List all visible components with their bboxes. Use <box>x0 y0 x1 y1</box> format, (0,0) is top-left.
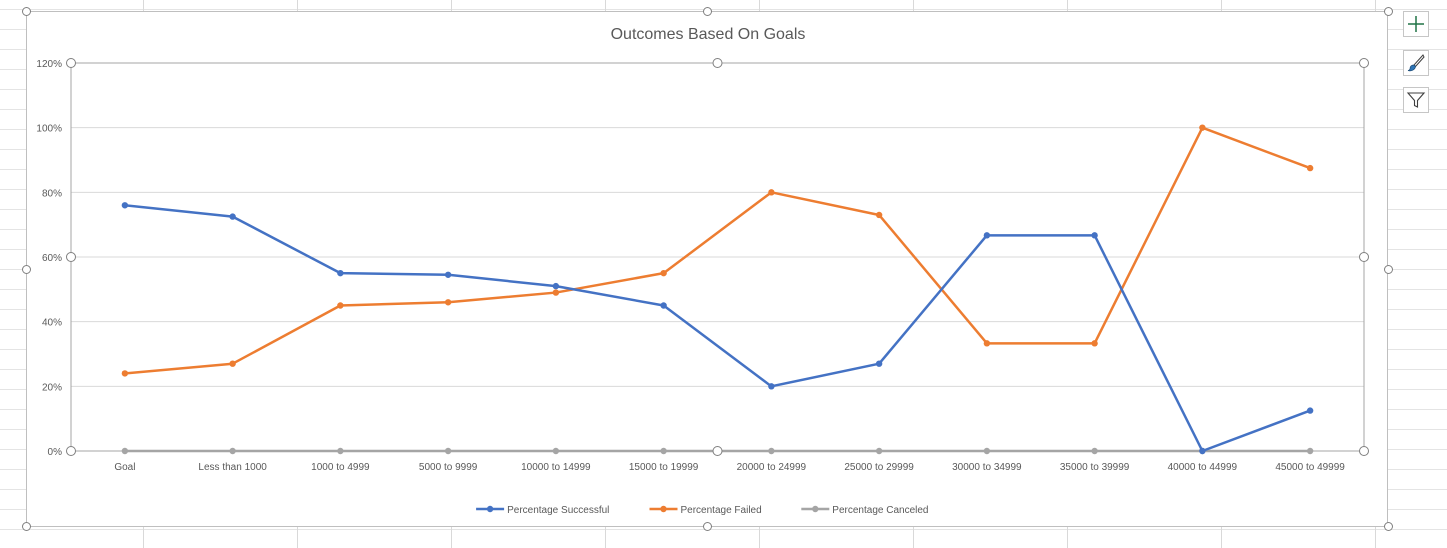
data-point[interactable] <box>444 271 452 278</box>
data-point[interactable] <box>121 370 129 377</box>
y-tick-label: 20% <box>42 382 62 393</box>
brush-icon <box>1407 54 1425 72</box>
resize-handle-right[interactable] <box>1384 265 1393 274</box>
legend-item[interactable]: Percentage Successful <box>476 505 609 516</box>
plot-area-handles <box>66 58 1369 456</box>
data-point[interactable] <box>1199 124 1206 131</box>
y-axis-ticks: 0% 20% 40% 60% 80% 100% 120% <box>36 59 62 458</box>
data-point[interactable] <box>875 211 883 219</box>
data-point[interactable] <box>660 447 667 455</box>
data-point[interactable] <box>552 282 560 290</box>
y-tick-label: 40% <box>42 318 62 329</box>
data-point[interactable] <box>444 299 452 306</box>
legend-label: Percentage Failed <box>681 505 762 516</box>
x-tick-label: 40000 to 44999 <box>1168 462 1238 473</box>
resize-handle-top-left[interactable] <box>22 7 31 16</box>
x-tick-label: 45000 to 49999 <box>1275 462 1345 473</box>
data-point[interactable] <box>983 232 991 239</box>
legend-item[interactable]: Percentage Canceled <box>801 505 928 516</box>
data-point[interactable] <box>1306 447 1314 455</box>
plot-area-handle[interactable] <box>1359 252 1369 262</box>
data-point[interactable] <box>229 447 236 455</box>
y-tick-label: 120% <box>36 59 62 70</box>
data-point[interactable] <box>1091 340 1098 347</box>
data-point[interactable] <box>983 447 991 455</box>
x-tick-label: 15000 to 19999 <box>629 462 699 473</box>
data-point[interactable] <box>121 447 129 455</box>
data-point[interactable] <box>1091 232 1098 239</box>
plot-area-handle[interactable] <box>66 446 76 456</box>
data-point[interactable] <box>121 202 129 209</box>
data-point[interactable] <box>875 360 883 367</box>
legend-item[interactable]: Percentage Failed <box>649 505 762 516</box>
data-point[interactable] <box>660 302 667 309</box>
legend-marker <box>660 505 667 513</box>
plot-area-handle[interactable] <box>1359 58 1369 68</box>
legend-marker <box>812 505 819 513</box>
y-tick-label: 80% <box>42 188 62 199</box>
x-axis-ticks: Goal Less than 1000 1000 to 4999 5000 to 99… <box>114 462 1345 473</box>
series-line[interactable] <box>123 204 1312 453</box>
series-percentage-failed[interactable] <box>121 124 1314 377</box>
plus-icon <box>1408 16 1424 32</box>
legend-label: Percentage Successful <box>507 505 609 516</box>
data-point[interactable] <box>337 447 344 455</box>
data-point[interactable] <box>768 189 775 196</box>
data-point[interactable] <box>768 383 775 390</box>
resize-handle-bottom-right[interactable] <box>1384 522 1393 531</box>
data-point[interactable] <box>337 302 344 309</box>
legend-label: Percentage Canceled <box>832 505 928 516</box>
data-point[interactable] <box>768 447 775 455</box>
data-point[interactable] <box>1091 447 1098 455</box>
x-tick-label: 5000 to 9999 <box>419 462 478 473</box>
data-point[interactable] <box>444 447 452 455</box>
resize-handle-bottom-left[interactable] <box>22 522 31 531</box>
data-point[interactable] <box>983 340 991 347</box>
plot-area-handle[interactable] <box>712 58 723 68</box>
series-line[interactable] <box>123 126 1312 375</box>
x-tick-label: Less than 1000 <box>198 462 267 473</box>
legend: Percentage Successful Percentage Failed Pe… <box>476 505 928 516</box>
data-point[interactable] <box>1306 407 1314 414</box>
data-point[interactable] <box>1306 164 1314 172</box>
x-tick-label: 1000 to 4999 <box>311 462 370 473</box>
resize-handle-top[interactable] <box>703 7 712 16</box>
data-point[interactable] <box>875 447 883 455</box>
chart-filters-button[interactable] <box>1403 87 1429 113</box>
data-point[interactable] <box>229 213 236 220</box>
plot-area-handle[interactable] <box>712 446 723 456</box>
chart-area[interactable]: Outcomes Based On Goals 0% 20% 40% 60% 80% 10… <box>26 11 1388 527</box>
plot-area-handle[interactable] <box>66 252 76 262</box>
chart-elements-button[interactable] <box>1403 11 1429 37</box>
series-percentage-successful[interactable] <box>121 202 1314 455</box>
funnel-icon <box>1406 92 1426 108</box>
resize-handle-bottom[interactable] <box>703 522 712 531</box>
y-tick-label: 60% <box>42 253 62 264</box>
y-tick-label: 100% <box>36 124 62 135</box>
x-tick-label: 20000 to 24999 <box>737 462 807 473</box>
x-tick-label: Goal <box>114 462 135 473</box>
plot-area-handle[interactable] <box>1359 446 1369 456</box>
resize-handle-left[interactable] <box>22 265 31 274</box>
data-point[interactable] <box>337 269 344 277</box>
data-point[interactable] <box>552 447 560 455</box>
x-tick-label: 25000 to 29999 <box>844 462 914 473</box>
gridlines <box>70 62 1365 452</box>
chart-title: Outcomes Based On Goals <box>611 26 806 43</box>
y-tick-label: 0% <box>48 447 63 458</box>
chart-styles-button[interactable] <box>1403 50 1429 76</box>
data-point[interactable] <box>660 269 667 277</box>
x-tick-label: 35000 to 39999 <box>1060 462 1130 473</box>
plot-area-handle[interactable] <box>66 58 76 68</box>
data-point[interactable] <box>1199 447 1206 455</box>
line-chart: Outcomes Based On Goals 0% 20% 40% 60% 80% 10… <box>36 26 1369 516</box>
legend-marker <box>486 505 494 513</box>
resize-handle-top-right[interactable] <box>1384 7 1393 16</box>
data-point[interactable] <box>229 360 236 367</box>
data-point[interactable] <box>552 289 560 296</box>
series-lines <box>121 124 1314 455</box>
x-tick-label: 10000 to 14999 <box>521 462 591 473</box>
x-tick-label: 30000 to 34999 <box>952 462 1022 473</box>
